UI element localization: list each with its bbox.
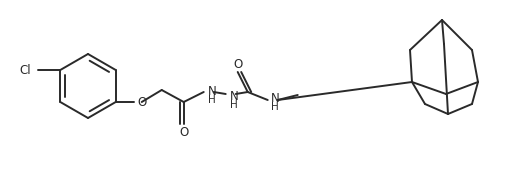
- Text: H: H: [271, 102, 278, 112]
- Text: O: O: [179, 126, 188, 138]
- Text: N: N: [208, 84, 216, 98]
- Text: H: H: [208, 95, 215, 105]
- Text: O: O: [233, 57, 242, 71]
- Text: H: H: [230, 100, 237, 110]
- Text: O: O: [138, 95, 147, 109]
- Text: Cl: Cl: [20, 63, 31, 77]
- Text: N: N: [230, 89, 238, 103]
- Text: N: N: [271, 92, 279, 105]
